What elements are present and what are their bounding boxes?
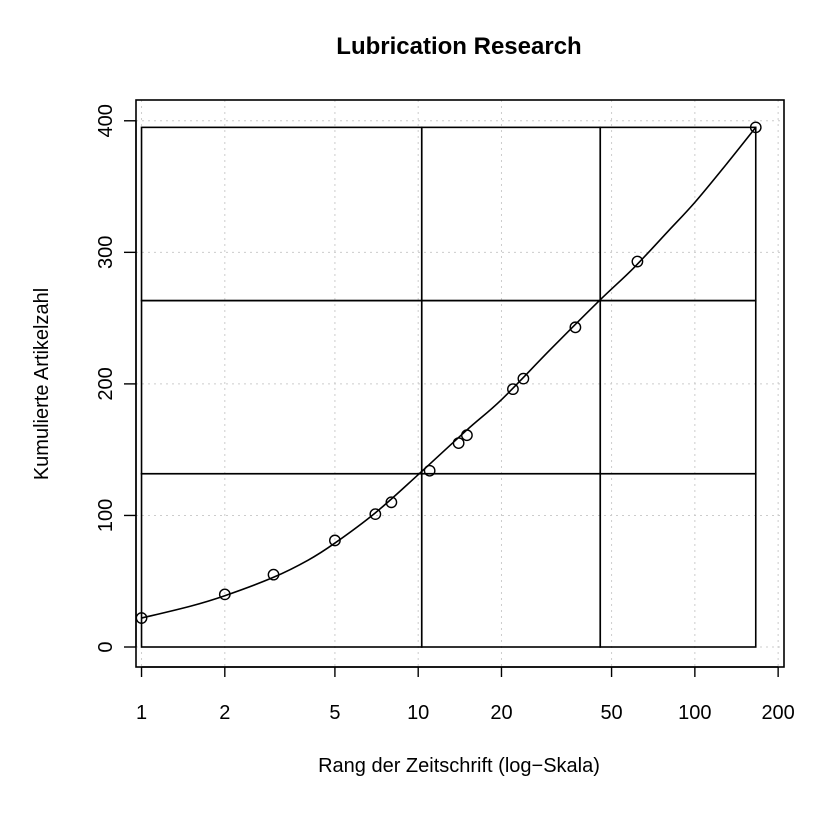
- data-point: [461, 429, 473, 442]
- x-tick-label: 20: [490, 702, 512, 724]
- data-point: [749, 121, 762, 134]
- y-tick-label: 300: [95, 236, 117, 269]
- x-tick-label: 100: [678, 702, 711, 724]
- data-point: [631, 255, 644, 268]
- x-tick-label: 1: [136, 702, 147, 724]
- zone-box: [420, 126, 602, 302]
- x-axis-label: Rang der Zeitschrift (log−Skala): [318, 755, 600, 777]
- x-tick-label: 10: [407, 702, 429, 724]
- zone-box: [140, 126, 423, 302]
- y-axis: 0 100 200 300 400: [95, 104, 137, 653]
- zone-box: [599, 472, 757, 648]
- data-points: [135, 121, 762, 624]
- zone-box: [599, 299, 757, 475]
- fitted-curve: [141, 126, 757, 619]
- x-tick-label: 50: [600, 702, 622, 724]
- x-axis: 1 2 5 10 20 50 100 200: [136, 666, 795, 724]
- data-point: [329, 534, 341, 547]
- data-point: [507, 383, 519, 396]
- y-axis-label: Kumulierte Artikelzahl: [31, 288, 53, 480]
- data-point: [452, 437, 465, 449]
- x-tick-label: 5: [329, 702, 340, 724]
- x-tick-label: 2: [219, 702, 230, 724]
- data-point: [267, 568, 280, 581]
- zone-boxes: [140, 126, 757, 648]
- grid-layer: [136, 100, 784, 667]
- y-tick-label: 200: [95, 367, 117, 400]
- y-tick-label: 0: [95, 641, 117, 652]
- data-point: [423, 464, 436, 477]
- zone-box: [140, 299, 423, 475]
- data-point: [385, 496, 398, 509]
- y-tick-label: 400: [95, 104, 117, 137]
- data-point: [517, 372, 530, 385]
- data-point: [218, 588, 231, 601]
- zone-box: [599, 126, 757, 302]
- x-tick-label: 200: [761, 702, 794, 724]
- data-point: [369, 508, 382, 521]
- chart-title: Lubrication Research: [336, 33, 581, 60]
- zone-box: [140, 472, 423, 648]
- y-tick-label: 100: [95, 499, 117, 532]
- zone-box: [420, 472, 602, 648]
- data-point: [569, 321, 582, 334]
